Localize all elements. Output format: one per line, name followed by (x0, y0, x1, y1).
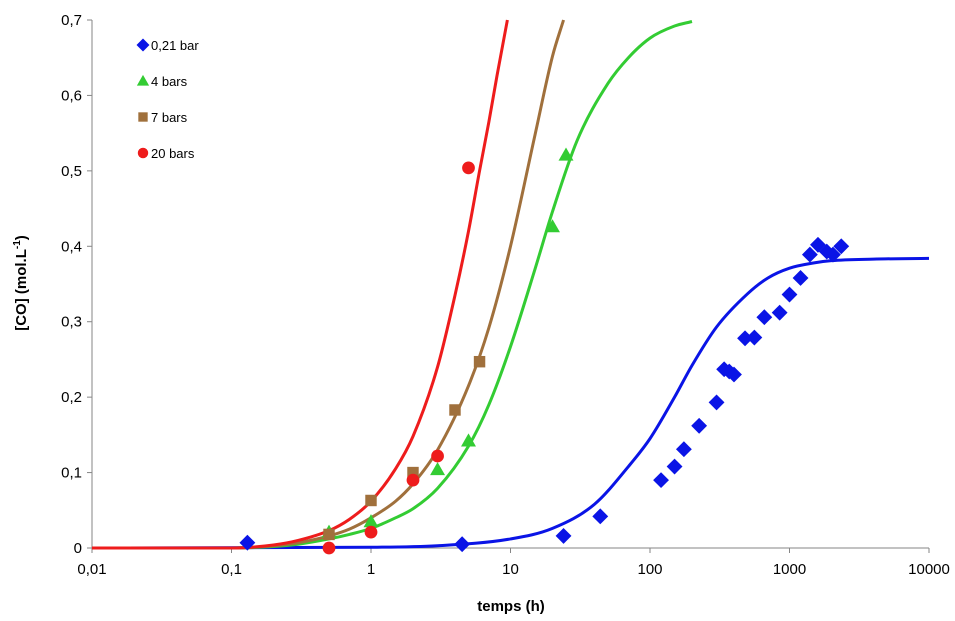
data-point-series-0 (653, 472, 669, 489)
data-point-series-0 (592, 508, 609, 525)
data-point-series-3 (364, 525, 378, 539)
y-tick-label: 0,4 (61, 238, 82, 255)
data-point-series-0 (781, 286, 798, 303)
x-tick-label: 10 (502, 561, 519, 578)
y-axis-label: [CO] (mol.L-1) (12, 235, 30, 331)
data-point-series-0 (756, 309, 773, 326)
data-point-series-2 (473, 355, 486, 368)
data-point-series-0 (801, 246, 818, 263)
legend-label-1: 4 bars (151, 74, 188, 89)
data-point-series-0 (771, 304, 788, 321)
legend-label-0: 0,21 bar (151, 38, 199, 53)
data-point-series-0 (675, 441, 692, 458)
fit-curve-series-0 (92, 256, 930, 550)
legend-marker-1 (136, 74, 150, 86)
x-axis-ticks: 0,01 0,1 1 10 100 1000 10000 (77, 548, 950, 578)
legend-marker-0 (136, 38, 150, 52)
fit-curves (92, 19, 930, 550)
data-point-series-0 (818, 243, 835, 260)
legend-label-2: 7 bars (151, 110, 188, 125)
x-tick-label: 0,1 (221, 561, 242, 578)
data-point-series-0 (239, 534, 256, 551)
fit-curve-series-3 (92, 19, 509, 550)
legend-label-3: 20 bars (151, 146, 195, 161)
data-point-series-3 (431, 449, 444, 463)
data-point-series-3 (462, 161, 475, 175)
data-point-series-0 (666, 458, 683, 475)
y-tick-label: 0,2 (61, 389, 82, 406)
x-tick-label: 100 (637, 561, 662, 578)
data-point-series-0 (708, 394, 725, 411)
y-tick-label: 0,7 (61, 12, 82, 29)
y-tick-label: 0 (74, 540, 82, 557)
x-tick-label: 10000 (908, 561, 950, 578)
x-tick-label: 0,01 (77, 561, 106, 578)
y-axis-label-superscript: -1 (12, 240, 23, 249)
data-points (239, 147, 850, 555)
x-tick-label: 1 (367, 561, 375, 578)
y-tick-label: 0,6 (61, 87, 82, 104)
y-axis-ticks: 0 0,1 0,2 0,3 0,4 0,5 0,6 0,7 (61, 12, 92, 557)
data-point-series-0 (454, 536, 471, 553)
y-axis-label-main: [CO] (mol.L (13, 249, 30, 331)
y-axis-label-close: ) (13, 235, 30, 240)
data-point-series-0 (691, 417, 708, 434)
data-point-series-0 (833, 238, 850, 255)
y-tick-label: 0,3 (61, 314, 82, 331)
data-point-series-1 (558, 147, 574, 161)
data-point-series-1 (430, 462, 446, 476)
legend: 0,21 bar 4 bars 7 bars 20 bars (136, 38, 199, 161)
data-point-series-2 (407, 466, 419, 479)
data-point-series-0 (555, 528, 572, 544)
data-point-series-0 (726, 366, 742, 383)
data-point-series-2 (449, 404, 461, 416)
legend-marker-3 (137, 147, 149, 159)
x-axis-label: temps (h) (477, 598, 545, 615)
y-tick-label: 0,1 (61, 465, 82, 482)
data-point-series-2 (323, 528, 335, 541)
data-point-series-0 (737, 330, 753, 347)
data-point-series-0 (825, 246, 841, 263)
data-point-series-3 (322, 541, 336, 555)
axes (91, 20, 929, 549)
data-point-series-3 (406, 473, 420, 487)
y-tick-label: 0,5 (61, 163, 82, 180)
legend-marker-2 (138, 112, 148, 122)
data-point-series-0 (746, 329, 763, 346)
x-tick-label: 1000 (773, 561, 806, 578)
data-point-series-2 (365, 494, 377, 507)
fit-curve-series-1 (92, 20, 693, 550)
data-point-series-1 (461, 433, 476, 447)
data-point-series-1 (363, 514, 379, 528)
data-point-series-0 (792, 270, 809, 286)
data-point-series-1 (545, 219, 560, 233)
